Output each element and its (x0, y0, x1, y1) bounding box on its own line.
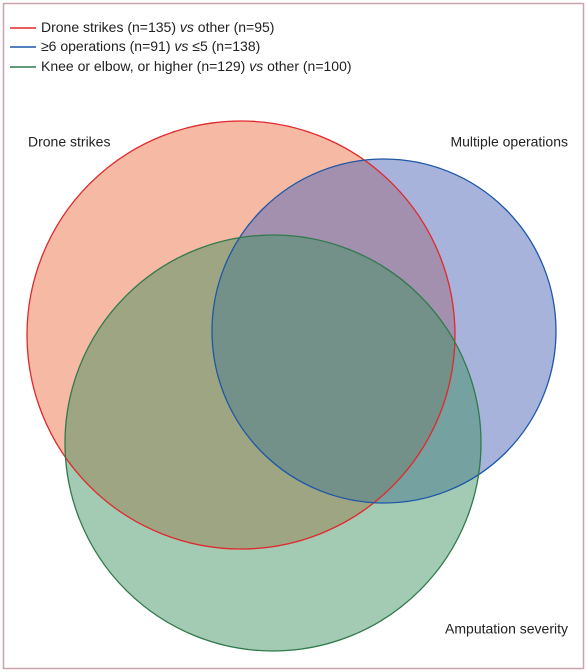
legend-text: other (n=95) (194, 19, 275, 35)
legend-text: ≤5 (n=138) (188, 38, 260, 54)
drone-circle (26, 120, 456, 550)
set-label: Drone strikes (28, 134, 110, 150)
legend-text: vs (174, 38, 188, 54)
operations-circle (211, 158, 557, 504)
severity-circle-fill (65, 235, 481, 651)
legend-text: ≥6 operations (n=91) (41, 38, 174, 54)
legend-entry: Drone strikes (n=135) vs other (n=95) (41, 19, 274, 35)
legend-text: Drone strikes (n=135) (41, 19, 180, 35)
legend-text: Knee or elbow, or higher (n=129) (41, 58, 249, 74)
operations-circle-fill (212, 159, 556, 503)
legend-text: vs (249, 58, 263, 74)
set-label: Multiple operations (450, 134, 568, 150)
legend-entry: ≥6 operations (n=91) vs ≤5 (n=138) (41, 38, 260, 54)
legend-text: other (n=100) (263, 58, 351, 74)
legend-text: vs (180, 19, 194, 35)
set-label: Amputation severity (445, 621, 568, 637)
severity-circle (64, 234, 482, 652)
legend-entry: Knee or elbow, or higher (n=129) vs othe… (41, 58, 352, 74)
